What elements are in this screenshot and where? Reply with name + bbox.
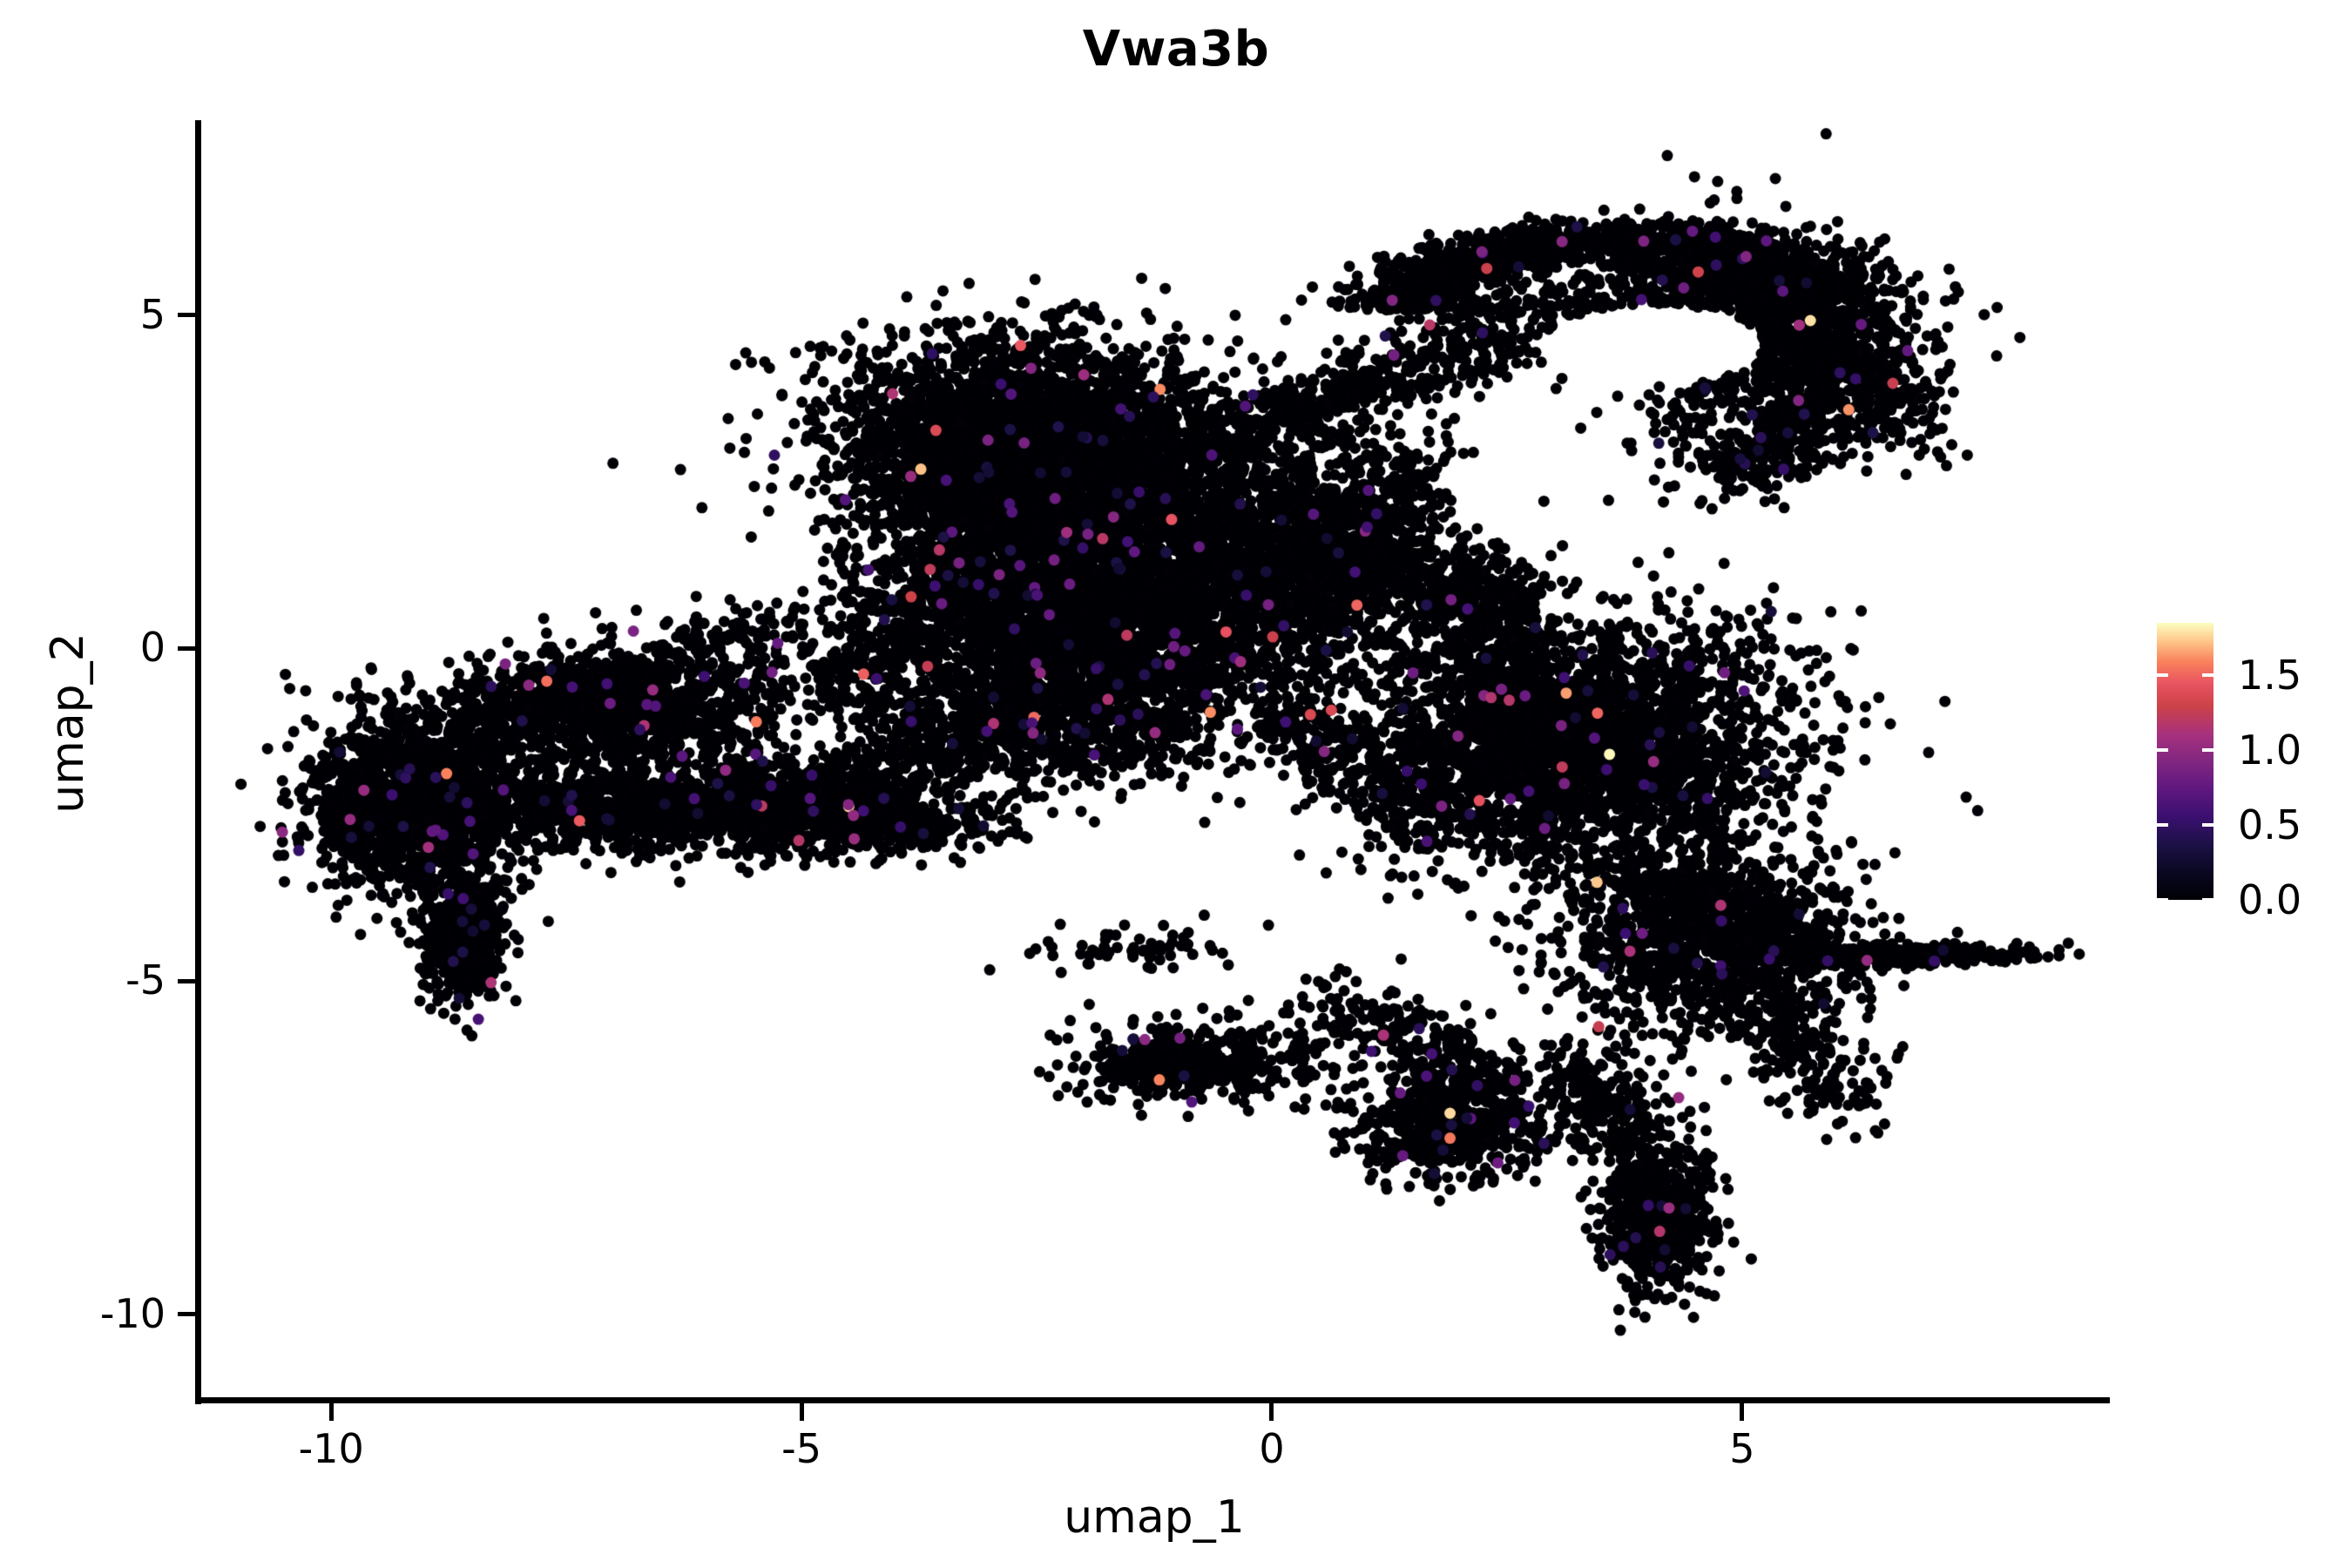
y-tick-label: 0 [139, 624, 166, 672]
y-tick-label: 5 [139, 290, 166, 338]
x-tick-label: -10 [298, 1425, 364, 1472]
colorbar-tick-label: 0.0 [2238, 876, 2302, 923]
x-tick-mark [1740, 1403, 1745, 1421]
y-tick-mark [178, 978, 195, 983]
x-axis-label: umap_1 [1064, 1491, 1245, 1544]
x-tick-mark [328, 1403, 334, 1421]
colorbar-gradient [2157, 623, 2213, 900]
x-axis-spine [195, 1397, 2110, 1403]
y-tick-mark [178, 645, 195, 651]
colorbar-tick-mark [2202, 823, 2213, 828]
y-tick-label: -5 [125, 956, 166, 1004]
page-title: Vwa3b [1082, 21, 1270, 78]
x-tick-mark [799, 1403, 804, 1421]
y-axis-spine [195, 120, 201, 1404]
y-tick-mark [178, 313, 195, 318]
x-tick-label: 0 [1259, 1425, 1285, 1472]
colorbar-tick-mark [2157, 673, 2168, 678]
plot-axes [199, 122, 2109, 1401]
colorbar-tick-label: 0.5 [2238, 801, 2302, 849]
colorbar [2157, 623, 2213, 900]
x-tick-label: -5 [781, 1425, 821, 1472]
y-axis-label: umap_2 [42, 632, 94, 814]
colorbar-tick-label: 1.0 [2238, 727, 2302, 774]
colorbar-tick-mark [2202, 748, 2213, 753]
colorbar-tick-mark [2157, 748, 2168, 753]
colorbar-tick-mark [2157, 823, 2168, 828]
y-tick-mark [178, 1312, 195, 1317]
colorbar-tick-mark [2202, 673, 2213, 678]
x-tick-mark [1269, 1403, 1274, 1421]
scatter-plot-canvas [199, 122, 2109, 1401]
x-tick-label: 5 [1729, 1425, 1755, 1472]
colorbar-tick-label: 1.5 [2238, 652, 2302, 700]
y-tick-label: -10 [99, 1289, 166, 1337]
colorbar-tick-mark [2157, 898, 2168, 902]
colorbar-tick-mark [2202, 898, 2213, 902]
